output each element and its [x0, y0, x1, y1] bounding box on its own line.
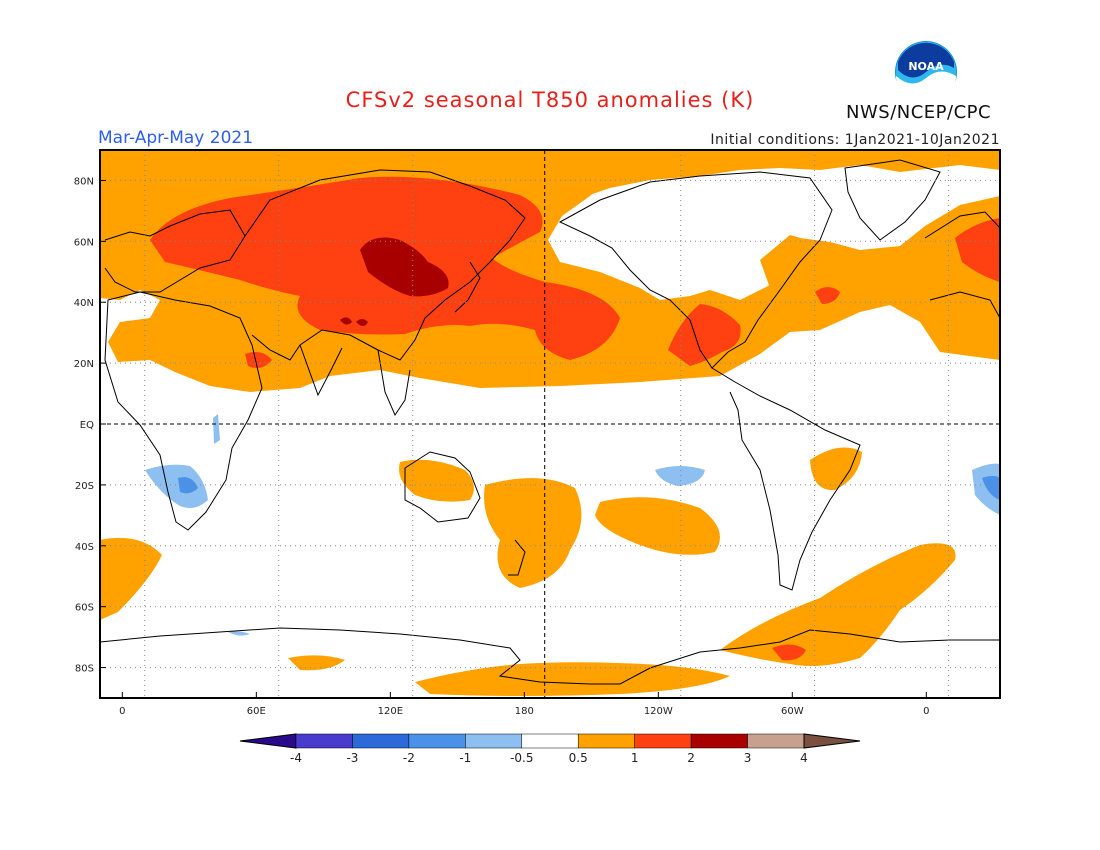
colorbar-swatch [690, 733, 748, 749]
initial-conditions-label: Initial conditions: 1Jan2021-10Jan2021 [710, 132, 1000, 148]
lat-tick-label: 60S [75, 603, 94, 614]
colorbar-label: 0.5 [569, 751, 588, 765]
lat-tick-label: 20S [75, 481, 94, 492]
colorbar: -4 -3 -2 -1 -0.5 0.5 1 2 3 4 [239, 733, 861, 765]
lon-tick-label: 120E [378, 706, 403, 717]
lat-tick-label: 40S [75, 542, 94, 553]
colorbar-label: -1 [459, 751, 471, 765]
colorbar-swatch [352, 733, 410, 749]
lat-axis: 80N 60N 40N 20N EQ 20S 40S 60S 80S [74, 176, 106, 675]
colorbar-swatch [747, 733, 805, 749]
agency-label: NWS/NCEP/CPC [846, 102, 992, 123]
lon-tick-label: 120W [644, 706, 673, 717]
colorbar-swatch [577, 733, 635, 749]
lon-tick-label: 60E [247, 706, 266, 717]
colorbar-swatch [295, 733, 353, 749]
colorbar-label: -0.5 [510, 751, 533, 765]
lat-tick-label: EQ [80, 420, 94, 431]
lat-tick-label: 60N [74, 237, 94, 248]
colorbar-label: 2 [687, 751, 695, 765]
lon-tick-label: 0 [119, 706, 125, 717]
colorbar-label: 1 [631, 751, 639, 765]
colorbar-swatch [408, 733, 466, 749]
map-title: CFSv2 seasonal T850 anomalies (K) [345, 88, 755, 112]
lon-tick-label: 0 [923, 706, 929, 717]
colorbar-label: -4 [290, 751, 302, 765]
colorbar-swatch [521, 733, 579, 749]
colorbar-label: 3 [744, 751, 752, 765]
lat-tick-label: 80N [74, 176, 94, 187]
lat-tick-label: 40N [74, 298, 94, 309]
lat-tick-label: 80S [75, 664, 94, 675]
colorbar-swatch [239, 733, 297, 749]
noaa-logo-icon: NOAA [895, 41, 957, 104]
lon-tick-label: 60W [781, 706, 804, 717]
anomaly-field [100, 150, 1000, 698]
colorbar-label: 4 [800, 751, 808, 765]
lon-axis: 0 60E 120E 180 120W 60W 0 [119, 692, 929, 717]
colorbar-swatch [803, 733, 861, 749]
colorbar-label: -2 [403, 751, 415, 765]
colorbar-swatch [634, 733, 692, 749]
lat-tick-label: 20N [74, 359, 94, 370]
season-label: Mar-Apr-May 2021 [98, 128, 254, 148]
logo-text: NOAA [908, 60, 944, 73]
lon-tick-label: 180 [515, 706, 534, 717]
colorbar-swatch [465, 733, 523, 749]
colorbar-label: -3 [346, 751, 358, 765]
